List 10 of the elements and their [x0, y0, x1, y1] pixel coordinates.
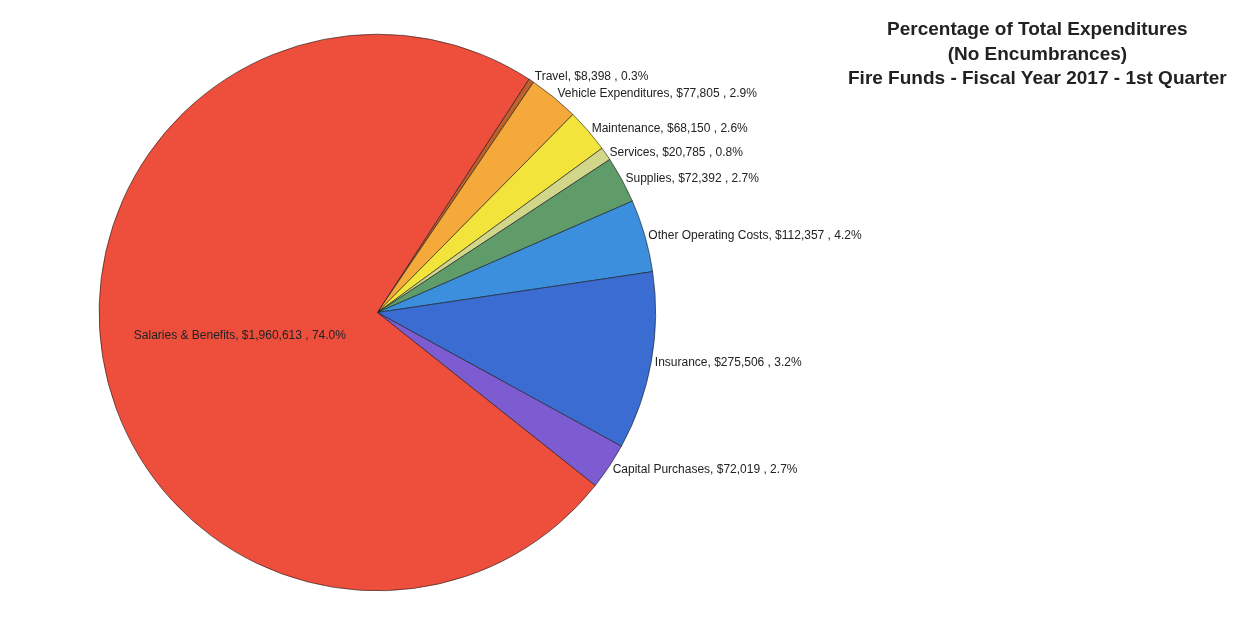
slice-label: Other Operating Costs, $112,357 , 4.2% — [648, 228, 862, 243]
slice-label: Capital Purchases, $72,019 , 2.7% — [612, 461, 798, 476]
slice-label: Travel, $8,398 , 0.3% — [534, 68, 649, 83]
slice-label: Salaries & Benefits, $1,960,613 , 74.0% — [133, 327, 347, 342]
text: Percentage of Total Expenditures (No Encumbrances) Fire Funds - Fiscal Year 2017 - 1st Quarter — [848, 18, 1228, 89]
slice-label: Insurance, $275,506 , 3.2% — [654, 354, 802, 369]
slice-label: Vehicle Expenditures, $77,805 , 2.9% — [557, 86, 758, 101]
slice-label: Services, $20,785 , 0.8% — [609, 144, 744, 159]
slice-label: Maintenance, $68,150 , 2.6% — [591, 120, 749, 135]
slice-label: Supplies, $72,392 , 2.7% — [625, 171, 760, 186]
